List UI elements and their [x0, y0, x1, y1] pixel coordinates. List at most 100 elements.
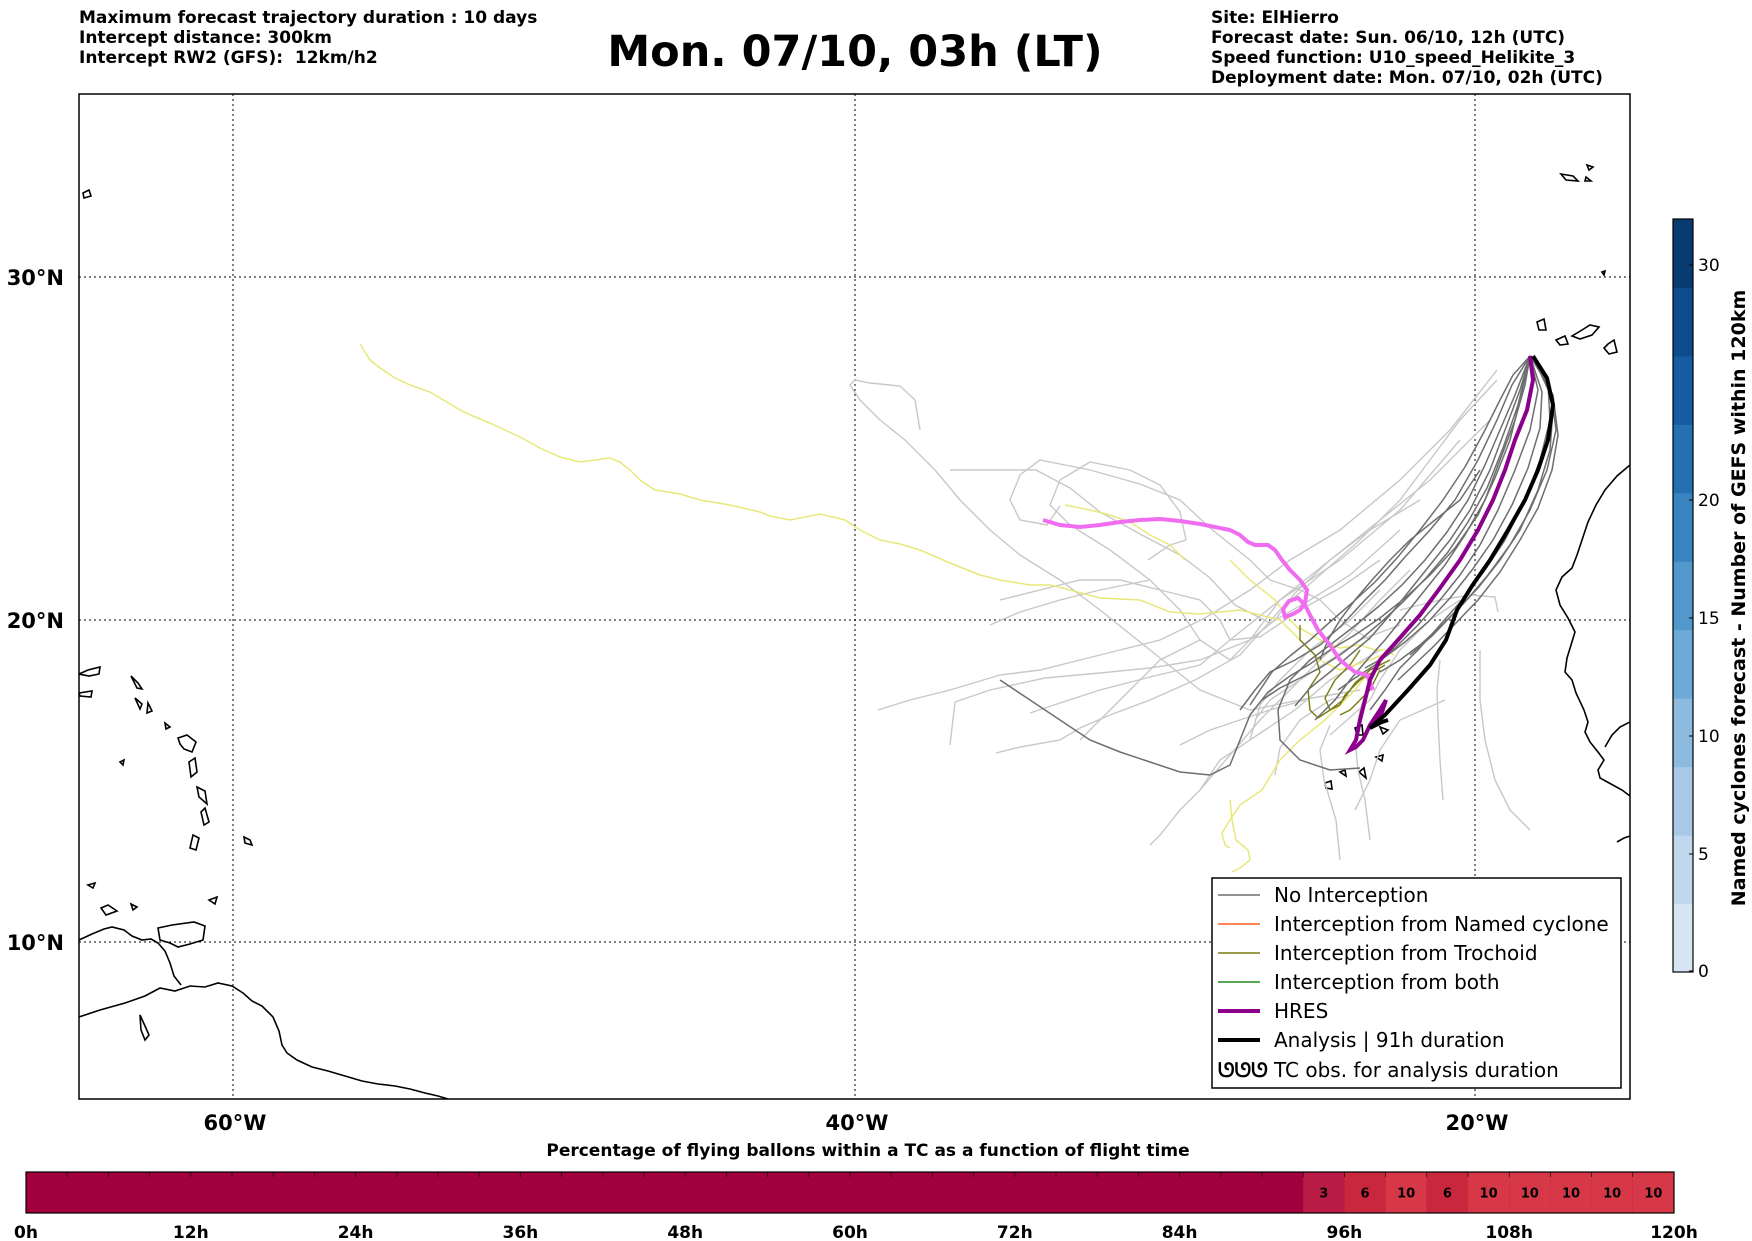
colorbar-cell [1673, 355, 1693, 425]
flight-time-cell-value: 10 [1644, 1187, 1662, 1202]
flight-time-tick-label: 0h [14, 1223, 38, 1241]
coast-capeverde-2 [1378, 725, 1390, 736]
coast-azores-1 [1559, 172, 1581, 182]
flight-time-tick-label: 72h [997, 1223, 1033, 1241]
coast-azores-3 [1585, 163, 1595, 172]
coast-caribbean-13 [86, 881, 97, 890]
coast-guyana-island [139, 1014, 150, 1042]
max-duration-text: Maximum forecast trajectory duration : 1… [79, 8, 538, 28]
coast-capeverde-6 [1374, 753, 1384, 763]
coast-caribbean-10 [200, 806, 210, 827]
trajectory-no-interception [1294, 355, 1531, 707]
tc-obs-symbol-icon: ᘎᘎᘎ [1218, 1058, 1268, 1082]
coast-capeverde-5 [1357, 766, 1368, 781]
flight-time-bar-tick-labels: 0h 12h 24h 36h 48h 60h 72h 84h 96h 108h 120h [14, 1223, 1698, 1241]
trajectory [1199, 649, 1381, 791]
coast-azores-2 [1583, 175, 1594, 182]
flight-time-bar-cells: 3 6 10 6 10 10 10 10 10 [1303, 1172, 1674, 1213]
coast-caribbean-4 [134, 697, 143, 712]
speed-function-text: Speed function: U10_speed_Helikite_3 [1211, 48, 1576, 68]
trajectory-yellow-3 [1229, 799, 1251, 873]
colorbar-cell [1673, 561, 1693, 631]
flight-time-bar-minor-ticks [66, 1172, 1634, 1177]
trajectory [1249, 589, 1381, 741]
colorbar-gradient [1673, 219, 1693, 973]
trajectory [1029, 439, 1461, 714]
longitude-labels: 60°W 40°W 20°W [204, 1111, 1509, 1135]
coast-caribbean-3 [130, 675, 144, 691]
lat-label-10n: 10°N [7, 931, 64, 955]
trajectory-trochoid [1299, 625, 1391, 719]
graticule [79, 94, 1630, 1099]
forecast-date-text: Forecast date: Sun. 06/10, 12h (UTC) [1211, 28, 1566, 48]
trajectory-no-interception [1314, 355, 1531, 721]
colorbar-cell [1673, 287, 1693, 357]
coastlines [79, 163, 1630, 1099]
colorbar-tick-15: 15 [1698, 609, 1720, 629]
intercept-rw2-text: Intercept RW2 (GFS): 12km/h2 [79, 48, 378, 68]
colorbar-cell [1673, 492, 1693, 562]
latitude-labels: 30°N 20°N 10°N [7, 266, 64, 955]
legend-label-trochoid: Interception from Trochoid [1274, 941, 1538, 965]
trajectory-no-interception [1397, 361, 1559, 681]
coast-madeira [1600, 269, 1607, 277]
trajectory-long-nw [849, 379, 1361, 711]
flight-time-cell-value: 6 [1443, 1187, 1452, 1202]
flight-time-tick-label: 36h [503, 1223, 539, 1241]
flight-time-cell [1509, 1172, 1551, 1213]
flight-time-cell [1303, 1172, 1345, 1213]
trajectory [1354, 679, 1371, 841]
coast-south-america [79, 982, 449, 1099]
trajectory-trochoid [1339, 669, 1381, 716]
lat-label-30n: 30°N [7, 266, 64, 290]
legend-label-hres: HRES [1274, 999, 1328, 1023]
coast-caribbean-1 [79, 665, 101, 677]
coast-caribbean-16 [207, 895, 219, 906]
trajectory-yellow-2 [1221, 659, 1391, 849]
trajectory-no-interception [1239, 355, 1531, 711]
coast-africa-guinea [1604, 721, 1630, 748]
trajectory [1319, 724, 1341, 861]
coast-caribbean-15 [129, 902, 139, 912]
flight-time-tick-label: 108h [1485, 1223, 1533, 1241]
coast-venezuela-north [79, 926, 182, 986]
flight-time-tick-label: 24h [338, 1223, 374, 1241]
trajectory [1354, 699, 1446, 811]
trajectory [1009, 459, 1371, 641]
flight-time-cell [1344, 1172, 1386, 1213]
trajectory [989, 579, 1151, 626]
trajectory-yellow [359, 343, 1396, 671]
no-interception-trajectories [999, 355, 1559, 776]
coast-canary-2 [1554, 334, 1570, 346]
coast-capeverde-4 [1338, 768, 1348, 778]
legend-label-tc-obs: TC obs. for analysis duration [1273, 1058, 1559, 1082]
map-title: Mon. 07/10, 03h (LT) [607, 27, 1103, 77]
analysis-trajectory [1368, 354, 1556, 730]
map-frame [78, 93, 1631, 1100]
legend-label-analysis: Analysis | 91h duration [1274, 1028, 1505, 1052]
trajectory-yellow-5 [1229, 559, 1301, 631]
colorbar: 0 5 10 15 20 30 Named cyclones forecast … [1672, 218, 1750, 982]
coast-caribbean-7 [176, 734, 197, 754]
trochoid-trajectories [1299, 625, 1391, 719]
coast-caribbean-8 [188, 756, 198, 779]
colorbar-tick-10: 10 [1698, 727, 1720, 747]
colorbar-cell [1673, 424, 1693, 494]
coast-caribbean-9 [195, 785, 209, 807]
trajectory-no-interception [1337, 355, 1539, 691]
coast-canary-1 [1536, 317, 1547, 331]
colorbar-cell [1673, 835, 1693, 905]
legend-box [1211, 877, 1622, 1089]
colorbar-frame [1672, 218, 1694, 973]
colorbar-cell [1673, 219, 1693, 288]
flight-time-cell [1550, 1172, 1592, 1213]
trajectory-no-interception [1319, 469, 1481, 661]
flight-time-bar-frame [25, 1171, 1675, 1214]
lon-label-60w: 60°W [204, 1111, 267, 1135]
lon-label-40w: 40°W [826, 1111, 889, 1135]
colorbar-tick-30: 30 [1698, 256, 1720, 276]
flight-time-tick-label: 60h [832, 1223, 868, 1241]
flight-time-tick-label: 96h [1327, 1223, 1363, 1241]
coast-caribbean-5 [146, 700, 154, 715]
trajectory [1079, 639, 1201, 741]
